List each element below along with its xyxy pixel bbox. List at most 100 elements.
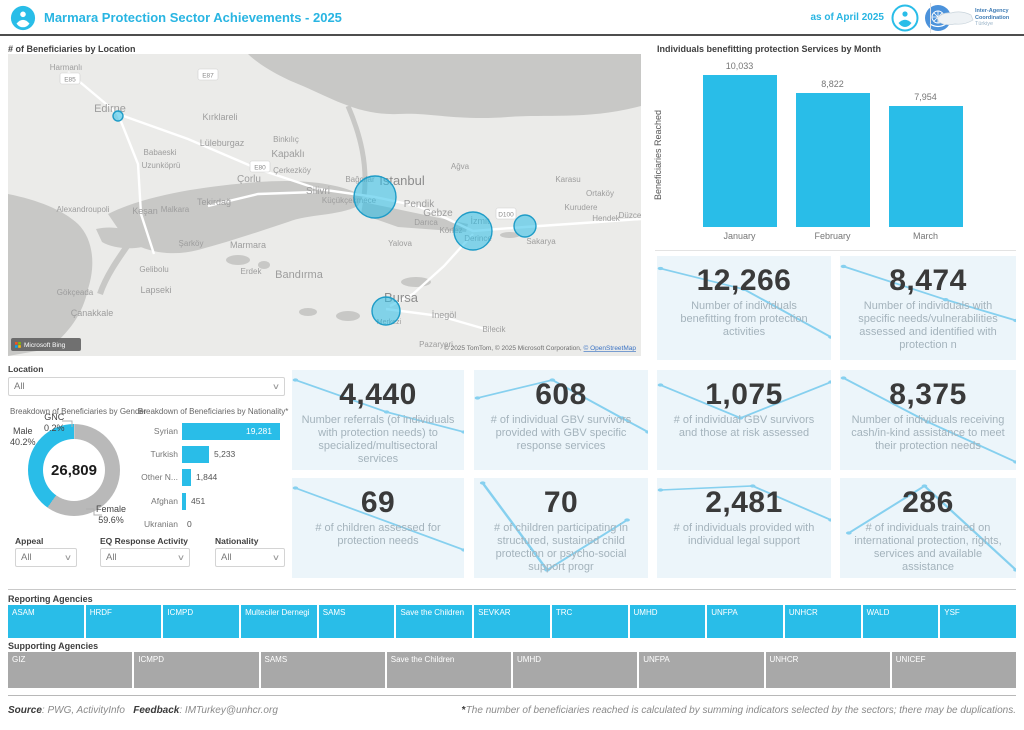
sparkline	[657, 266, 831, 339]
gender-legend-gnc: GNC 0.2%	[44, 412, 65, 433]
kpi-value: 608	[535, 378, 587, 411]
map-canvas[interactable]: E85E87E80D100HarmanlıEdirneKırklareliLül…	[8, 54, 641, 356]
inter-agency-logo: Inter-Agency Coordination Türkiye	[930, 3, 1022, 33]
divider	[8, 695, 1016, 696]
kpi-value: 70	[543, 486, 579, 519]
map-city-label: Gelibolu	[139, 265, 168, 274]
chevron-down-icon: ∨	[271, 553, 281, 562]
month-bar-January[interactable]	[702, 75, 777, 227]
nationality-bar[interactable]	[182, 446, 209, 464]
appeal-dropdown[interactable]: All ∨	[15, 548, 77, 567]
source-value: : PWG, ActivityInfo	[41, 705, 125, 716]
agency-cell-multeciler-dernegi[interactable]: Multeciler Dernegi	[241, 605, 317, 638]
kpi-card-referrals: 4,440 Number referrals (of individuals wi…	[292, 370, 464, 470]
location-dropdown[interactable]: All ∨	[8, 377, 285, 396]
road-shield	[495, 207, 517, 220]
nationality-bar[interactable]	[182, 423, 280, 440]
agency-cell-sams[interactable]: SAMS	[260, 652, 385, 688]
island-or-lake	[258, 261, 270, 269]
org-line-3: Türkiye	[975, 21, 994, 28]
nationality-value: 451	[191, 495, 206, 506]
agency-cell-umhd[interactable]: UMHD	[629, 605, 706, 638]
openstreetmap-link[interactable]: © OpenStreetMap	[584, 344, 637, 352]
map-city-label: Yalova	[388, 239, 412, 248]
agency-cell-sams[interactable]: SAMS	[318, 605, 395, 638]
agency-cell-sevkar[interactable]: SEVKAR	[474, 605, 550, 638]
road	[207, 190, 317, 208]
road-shield	[249, 160, 271, 173]
kpi-card-children-assessed: 69 # of children assessed for protection …	[292, 478, 464, 578]
month-bar-March[interactable]	[888, 106, 963, 227]
map-bubble-Istanbul[interactable]	[353, 175, 397, 219]
agency-cell-unicef[interactable]: UNICEF	[891, 652, 1016, 688]
water-body	[108, 180, 363, 254]
nationality-row-Ukranian[interactable]: Ukranian 0	[138, 513, 288, 536]
nationality-row-Other N...[interactable]: Other N... 1,844	[138, 466, 288, 489]
map-bubble-Sakarya[interactable]	[513, 214, 537, 238]
divider	[655, 250, 1016, 251]
agency-cell-unhcr[interactable]: UNHCR	[765, 652, 890, 688]
agency-cell-giz[interactable]: GIZ	[8, 652, 133, 688]
kpi-card-gbv-assessed: 1,075 # of individual GBV survivors and t…	[657, 370, 831, 470]
map-city-label: Ortaköy	[586, 189, 614, 198]
agency-cell-trc[interactable]: TRC	[551, 605, 628, 638]
kpi-card-cash-inkind: 8,375 Number of individuals receiving cas…	[840, 370, 1016, 470]
water-body	[248, 54, 641, 119]
note-star: *	[461, 705, 466, 716]
water-body	[96, 227, 153, 249]
agency-cell-umhd[interactable]: UMHD	[513, 652, 638, 688]
month-bar-February[interactable]	[795, 93, 870, 227]
map-city-label: Karasu	[555, 175, 580, 184]
agency-cell-ysf[interactable]: YSF	[940, 605, 1016, 638]
nationality-dropdown[interactable]: All ∨	[215, 548, 285, 567]
agency-cell-save-the-children[interactable]: Save the Children	[396, 605, 473, 638]
map-bubble-İzmit[interactable]	[453, 211, 493, 251]
agency-cell-hrdf[interactable]: HRDF	[85, 605, 162, 638]
agency-cell-unfpa[interactable]: UNFPA	[639, 652, 764, 688]
reporting-agencies-label: Reporting Agencies	[8, 594, 93, 604]
kpi-value: 2,481	[705, 486, 783, 519]
agency-cell-asam[interactable]: ASAM	[8, 605, 84, 638]
agency-cell-unfpa[interactable]: UNFPA	[707, 605, 783, 638]
supporting-agencies-label: Supporting Agencies	[8, 641, 99, 651]
nationality-chart-title: Breakdown of Beneficiaries by Nationalit…	[138, 407, 289, 416]
kpi-value: 286	[902, 486, 954, 519]
map-bubble-Edirne[interactable]	[112, 110, 124, 122]
map-city-label: Kurudere	[565, 203, 598, 212]
kpi-description: Number of individuals benefitting from p…	[680, 300, 808, 338]
nationality-label: Ukranian	[143, 518, 178, 529]
kpi-card-specific-needs: 8,474 Number of individuals with specific…	[840, 256, 1016, 360]
map-city-label: Tekirdağ	[197, 197, 231, 207]
map-bubble-Bursa[interactable]	[371, 296, 401, 326]
eq-dropdown-value: All	[106, 552, 117, 563]
map-city-label: Körfez	[439, 226, 462, 235]
agency-cell-icmpd[interactable]: ICMPD	[134, 652, 259, 688]
nationality-bar[interactable]	[182, 492, 186, 510]
monthly-bar-chart: Individuals benefitting protection Servi…	[653, 40, 1016, 250]
monthly-chart-ylabel: Beneficiaries Reached	[653, 109, 663, 201]
nationality-row-Turkish[interactable]: Turkish 5,233	[138, 443, 288, 466]
nationality-bar[interactable]	[182, 469, 191, 487]
map-city-label: Silivri	[306, 186, 330, 197]
gender-legend-male: Male 40.2%	[10, 426, 36, 447]
kpi-value: 69	[360, 486, 396, 519]
agency-cell-unhcr[interactable]: UNHCR	[784, 605, 861, 638]
gender-total: 26,809	[43, 439, 105, 501]
map-city-label: Sakarya	[526, 237, 556, 246]
beneficiaries-map[interactable]: E85 E87 E80 D100 Harmanlı Edirne Kırklareli Lül…	[8, 54, 641, 356]
as-of-date: as of April 2025	[810, 12, 884, 23]
kpi-description: Number referrals (of individuals with pr…	[301, 414, 455, 465]
road-shield-label: E80	[254, 165, 266, 172]
map-city-label: Lüleburgaz	[200, 138, 245, 148]
agency-cell-save-the-children[interactable]: Save the Children	[386, 652, 511, 688]
map-attribution: © 2025 TomTom, © 2025 Microsoft Corporat…	[444, 344, 636, 352]
agency-cell-icmpd[interactable]: ICMPD	[163, 605, 240, 638]
map-city-label: Küçükçekmece	[322, 196, 377, 205]
nationality-row-Syrian[interactable]: Syrian 19,281	[138, 420, 288, 443]
nationality-value: 5,233	[214, 449, 236, 460]
island-or-lake	[46, 280, 74, 292]
gender-donut-chart[interactable]: 26,809	[28, 424, 120, 516]
nationality-row-Afghan[interactable]: Afghan 451	[138, 490, 288, 513]
eq-response-dropdown[interactable]: All ∨	[100, 548, 190, 567]
agency-cell-wald[interactable]: WALD	[862, 605, 939, 638]
